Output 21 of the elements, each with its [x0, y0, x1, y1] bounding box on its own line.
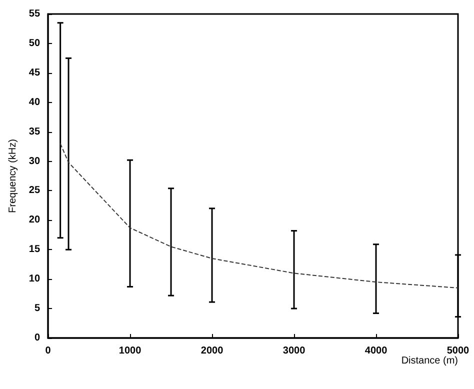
x-tick-label: 4000: [364, 346, 388, 356]
y-tick-label: 30: [28, 156, 40, 167]
y-tick-label: 10: [28, 274, 40, 285]
y-tick-label: 50: [28, 38, 40, 49]
y-tick-label: 40: [28, 96, 40, 108]
line-series: [60, 143, 458, 288]
x-tick-label: 0: [45, 346, 52, 356]
x-tick-label: 5000: [446, 346, 470, 356]
y-tick-label: 20: [28, 214, 40, 226]
y-tick-label: 25: [28, 185, 40, 196]
y-tick-label: 5: [34, 303, 40, 314]
y-tick-label: 35: [28, 126, 40, 138]
x-tick-label: 1000: [118, 346, 142, 356]
x-axis-title: Distance (m): [401, 356, 458, 366]
y-tick-label: 55: [28, 8, 40, 20]
y-tick-label: 15: [28, 244, 40, 256]
y-tick-label: 0: [34, 332, 40, 344]
y-tick-label: 45: [28, 67, 40, 78]
x-tick-label: 3000: [282, 346, 306, 356]
y-axis-title: Frequency (kHz): [8, 139, 18, 213]
x-tick-label: 2000: [200, 346, 224, 356]
